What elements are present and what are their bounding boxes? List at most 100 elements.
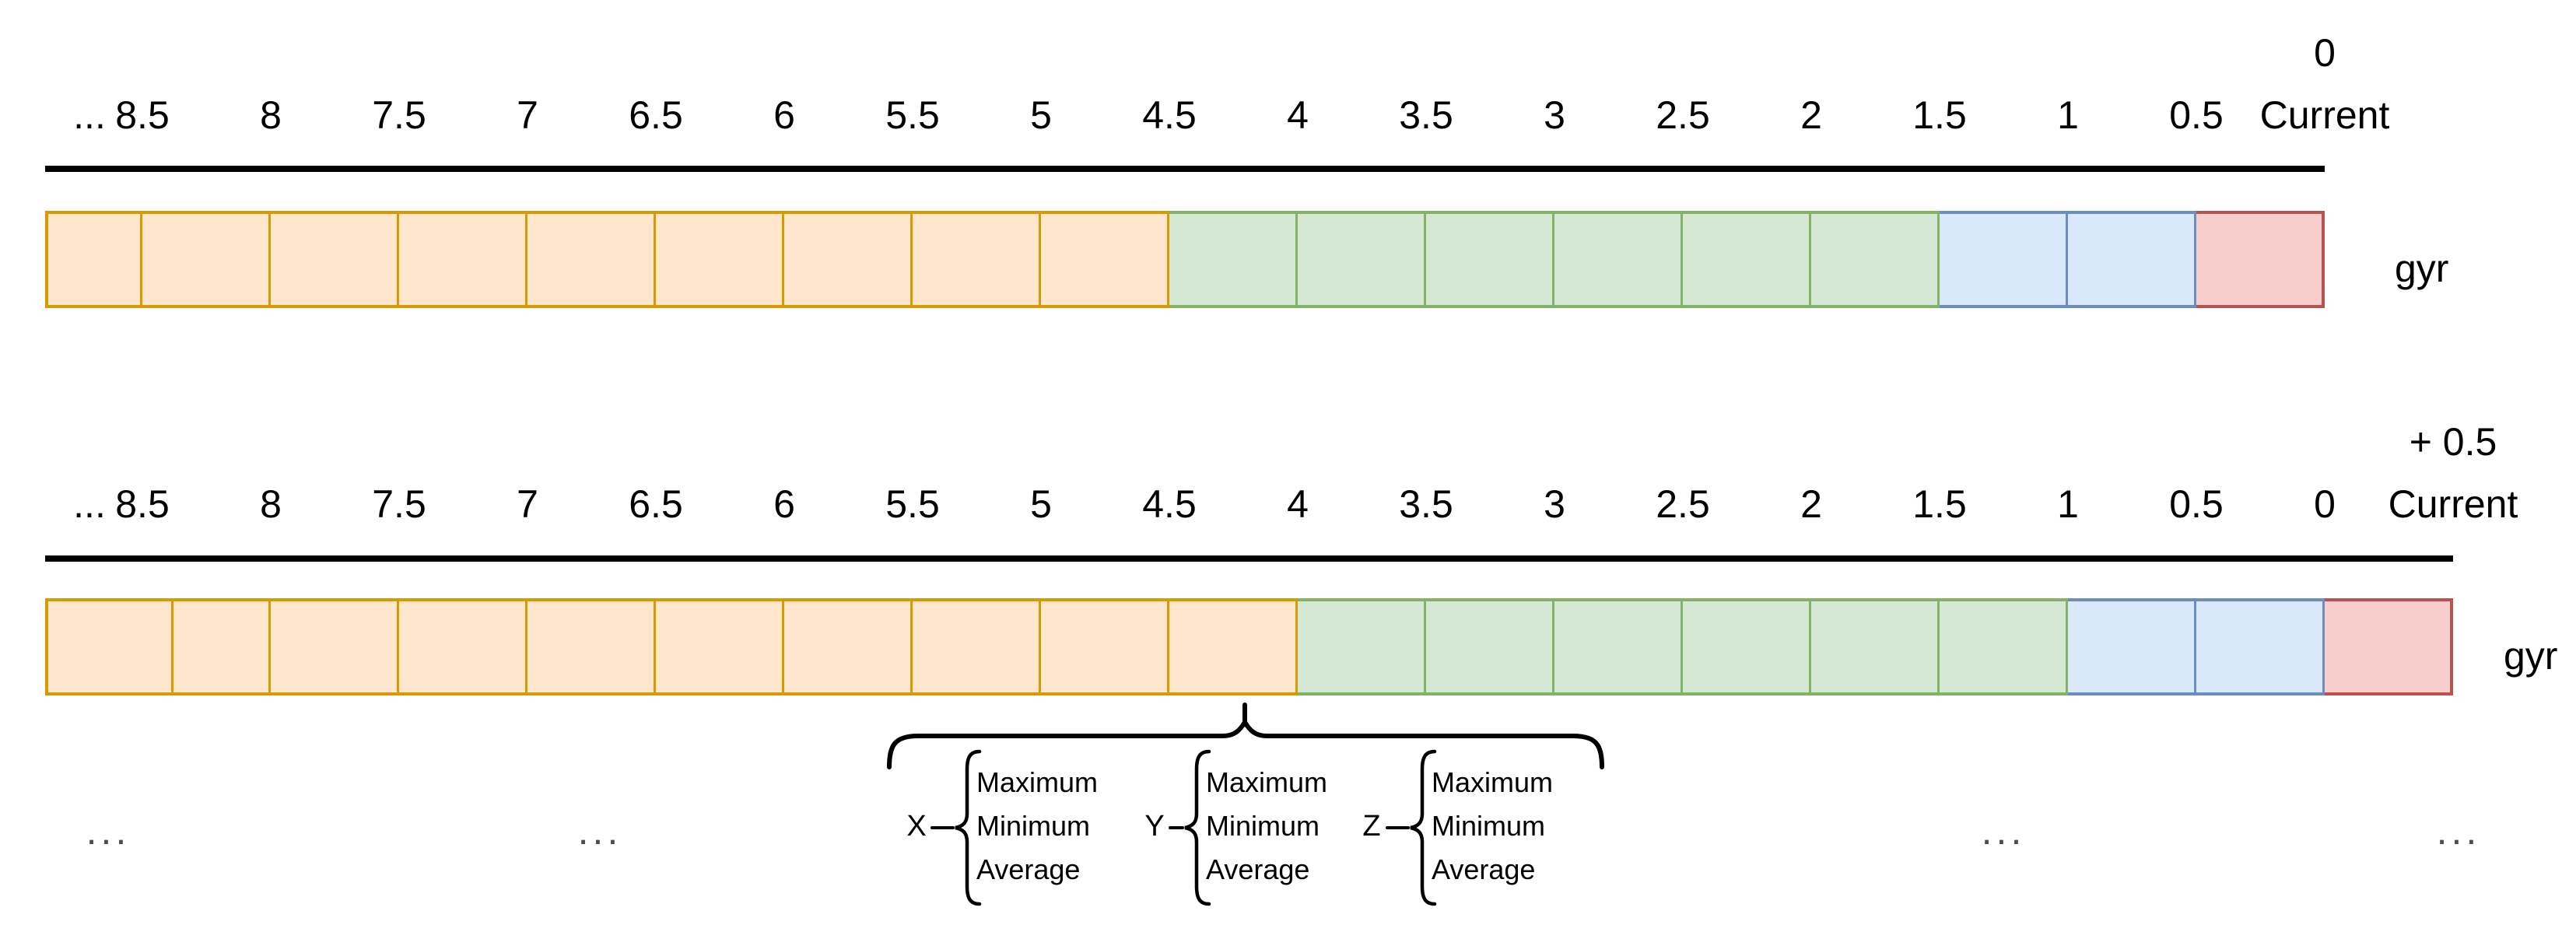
cell-green: [1683, 598, 1811, 695]
tick-label: 3.5: [1399, 93, 1453, 137]
tick-label: 8: [260, 93, 282, 137]
cell-red: [2196, 211, 2325, 308]
tick-label: 6: [773, 482, 795, 526]
tick-label: 5.5: [885, 93, 940, 137]
ellipsis: ...: [577, 809, 622, 853]
cell-orange: [1169, 598, 1298, 695]
cell-blue: [2068, 598, 2196, 695]
tick-label: 4.5: [1142, 93, 1197, 137]
tick-ellipsis: ...: [73, 93, 106, 137]
tick-label: 6: [773, 93, 795, 137]
axis-line: [45, 166, 2325, 172]
cell-orange: [527, 598, 656, 695]
stat-item: Average: [976, 853, 1081, 885]
tick-label: 7.5: [372, 93, 426, 137]
unit-label: gyr: [2504, 634, 2558, 678]
cell-orange: [656, 598, 784, 695]
axis-group-label: X: [906, 810, 927, 843]
cell-green: [1554, 598, 1683, 695]
tick-label: 6.5: [629, 93, 683, 137]
cell-green: [1298, 598, 1426, 695]
tick-label: 7.5: [372, 482, 426, 526]
cell-orange: [271, 598, 399, 695]
tick-label: 4: [1287, 93, 1309, 137]
cell-blue: [2196, 598, 2325, 695]
tick-label: 7: [517, 482, 538, 526]
cell-green: [1169, 211, 1298, 308]
tick-label: 0.5: [2169, 482, 2224, 526]
cell-orange: [656, 211, 784, 308]
end-label-top: + 0.5: [2409, 420, 2497, 464]
stat-item: Minimum: [976, 810, 1091, 842]
cell-orange: [1041, 211, 1169, 308]
tick-ellipsis: ...: [73, 482, 106, 526]
cell-orange: [142, 211, 271, 308]
ellipsis: ...: [2436, 809, 2481, 853]
ellipsis: ...: [86, 809, 131, 853]
cell-orange: [784, 211, 913, 308]
stat-list: Maximum Minimum Average: [1432, 761, 1553, 892]
tick-label: 3.5: [1399, 482, 1453, 526]
axis-group-label: Y: [1144, 810, 1165, 843]
axis-line: [45, 555, 2453, 562]
cell-green: [1426, 211, 1554, 308]
tick-label: 5: [1030, 482, 1052, 526]
tick-label: 8: [260, 482, 282, 526]
cell-red: [2325, 598, 2453, 695]
cell-orange: [913, 598, 1041, 695]
tick-label: 5.5: [885, 482, 940, 526]
tick-label: 5: [1030, 93, 1052, 137]
timeline-bar: [45, 211, 2325, 308]
cell-orange: [784, 598, 913, 695]
cell-orange: [527, 211, 656, 308]
stat-list: Maximum Minimum Average: [1206, 761, 1327, 892]
stat-list: Maximum Minimum Average: [976, 761, 1098, 892]
tick-label: 8.5: [115, 482, 170, 526]
stat-item: Maximum: [1432, 766, 1554, 798]
end-label-top: 0: [2314, 31, 2336, 75]
unit-label: gyr: [2395, 247, 2449, 290]
tick-label: 0: [2314, 482, 2336, 526]
tick-label: 1: [2057, 482, 2079, 526]
tick-label: 4.5: [1142, 482, 1197, 526]
cell-orange: [1041, 598, 1169, 695]
cell-green: [1683, 211, 1811, 308]
tick-label: 7: [517, 93, 538, 137]
cell-green: [1940, 598, 2068, 695]
tick-label: 2: [1800, 93, 1822, 137]
cell-orange: [399, 211, 527, 308]
tick-label: 8.5: [115, 93, 170, 137]
cell-green: [1811, 598, 1940, 695]
cell-orange: [45, 598, 173, 695]
tick-label: 1.5: [1912, 93, 1967, 137]
end-label-current: Current: [2388, 482, 2518, 526]
cell-green: [1426, 598, 1554, 695]
cell-green: [1298, 211, 1426, 308]
tick-label: 2.5: [1656, 93, 1710, 137]
cell-orange: [271, 211, 399, 308]
tick-label: 2: [1800, 482, 1822, 526]
tick-label: 3: [1544, 93, 1565, 137]
ellipsis: ...: [1981, 809, 2026, 853]
tick-label: 0.5: [2169, 93, 2224, 137]
cell-green: [1811, 211, 1940, 308]
tick-label: 1.5: [1912, 482, 1967, 526]
cell-blue: [2068, 211, 2196, 308]
cell-orange: [399, 598, 527, 695]
timeline-bar: [45, 598, 2453, 695]
tick-label: 2.5: [1656, 482, 1710, 526]
stat-item: Maximum: [1206, 766, 1328, 798]
stat-item: Maximum: [976, 766, 1099, 798]
stat-item: Minimum: [1432, 810, 1546, 842]
tick-label: 6.5: [629, 482, 683, 526]
cell-orange: [173, 598, 271, 695]
cell-blue: [1940, 211, 2068, 308]
cell-expand-brace: [887, 702, 1604, 769]
cell-green: [1554, 211, 1683, 308]
stat-item: Average: [1206, 853, 1310, 885]
end-label-current: Current: [2259, 93, 2390, 137]
stat-item: Minimum: [1206, 810, 1320, 842]
tick-label: 3: [1544, 482, 1565, 526]
